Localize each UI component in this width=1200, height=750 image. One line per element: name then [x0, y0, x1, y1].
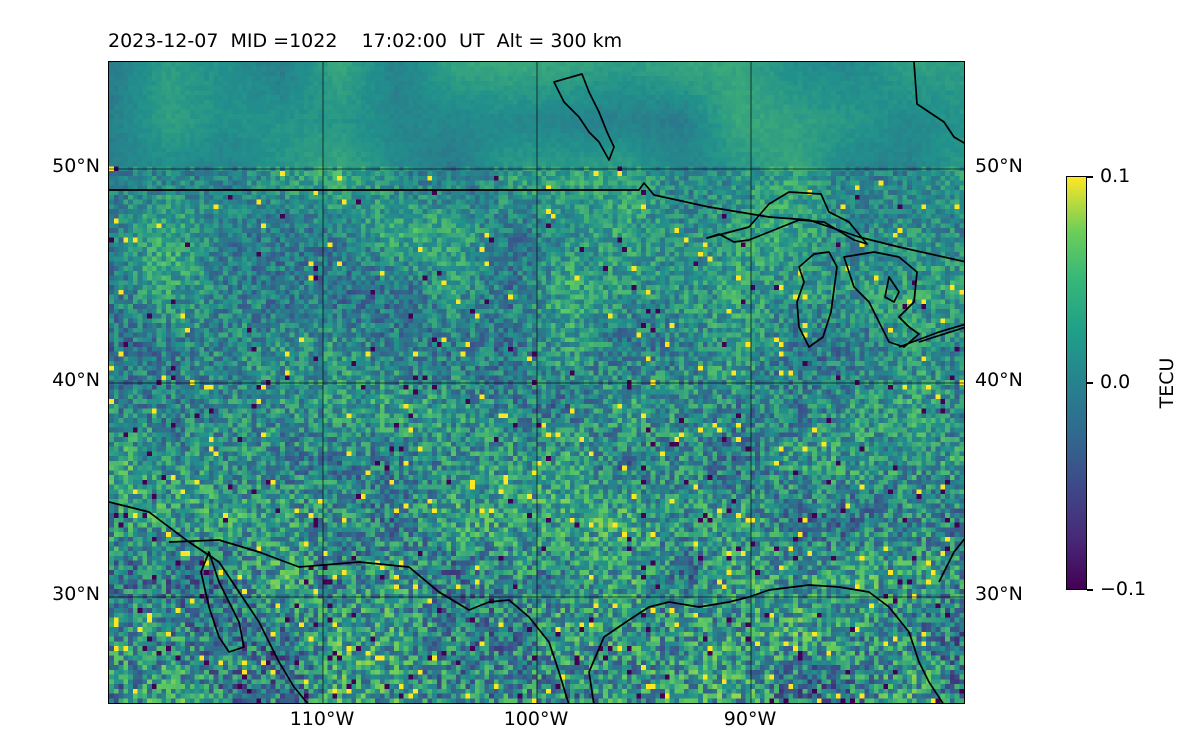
lake-ontario [918, 326, 964, 343]
colorbar-tickmark-mid [1087, 382, 1093, 384]
florida-peninsula [938, 538, 964, 583]
lake-huron [843, 251, 920, 348]
lon-tick-100w: 100°W [503, 708, 569, 730]
lat-tick-right-50: 50°N [975, 155, 1023, 177]
lat-tick-right-30: 30°N [975, 583, 1023, 605]
colorbar [1066, 176, 1087, 590]
colorbar-tick-max: 0.1 [1100, 165, 1131, 187]
lat-tick-left-30: 30°N [52, 583, 100, 605]
colorbar-tick-min: −0.1 [1100, 578, 1147, 600]
baja-peninsula [200, 551, 245, 653]
lat-tick-left-40: 40°N [52, 369, 100, 391]
tec-map [108, 61, 965, 704]
hudson-bay-coast [553, 73, 615, 161]
lat-tick-right-40: 40°N [975, 369, 1023, 391]
coastlines-borders [109, 62, 964, 703]
us-canada-border [109, 182, 964, 263]
colorbar-tickmark-bottom [1087, 589, 1093, 591]
colorbar-tick-zero: 0.0 [1100, 371, 1131, 393]
map-title: 2023-12-07 MID =1022 17:02:00 UT Alt = 3… [108, 30, 623, 52]
michigan-peninsula [884, 276, 900, 303]
colorbar-label: TECU [1156, 357, 1178, 409]
lon-tick-110w: 110°W [289, 708, 355, 730]
us-mexico-border [168, 539, 570, 703]
colorbar-tickmark-top [1087, 176, 1093, 178]
lon-tick-90w: 90°W [723, 708, 777, 730]
lat-tick-left-50: 50°N [52, 155, 100, 177]
gulf-coast [588, 584, 944, 703]
lake-michigan [796, 251, 838, 348]
map-overlay [109, 62, 964, 703]
atlantic-coast [913, 62, 964, 144]
lake-erie [898, 323, 964, 348]
pacific-coast [109, 501, 309, 703]
lake-superior [706, 191, 868, 245]
gridlines [109, 62, 964, 703]
